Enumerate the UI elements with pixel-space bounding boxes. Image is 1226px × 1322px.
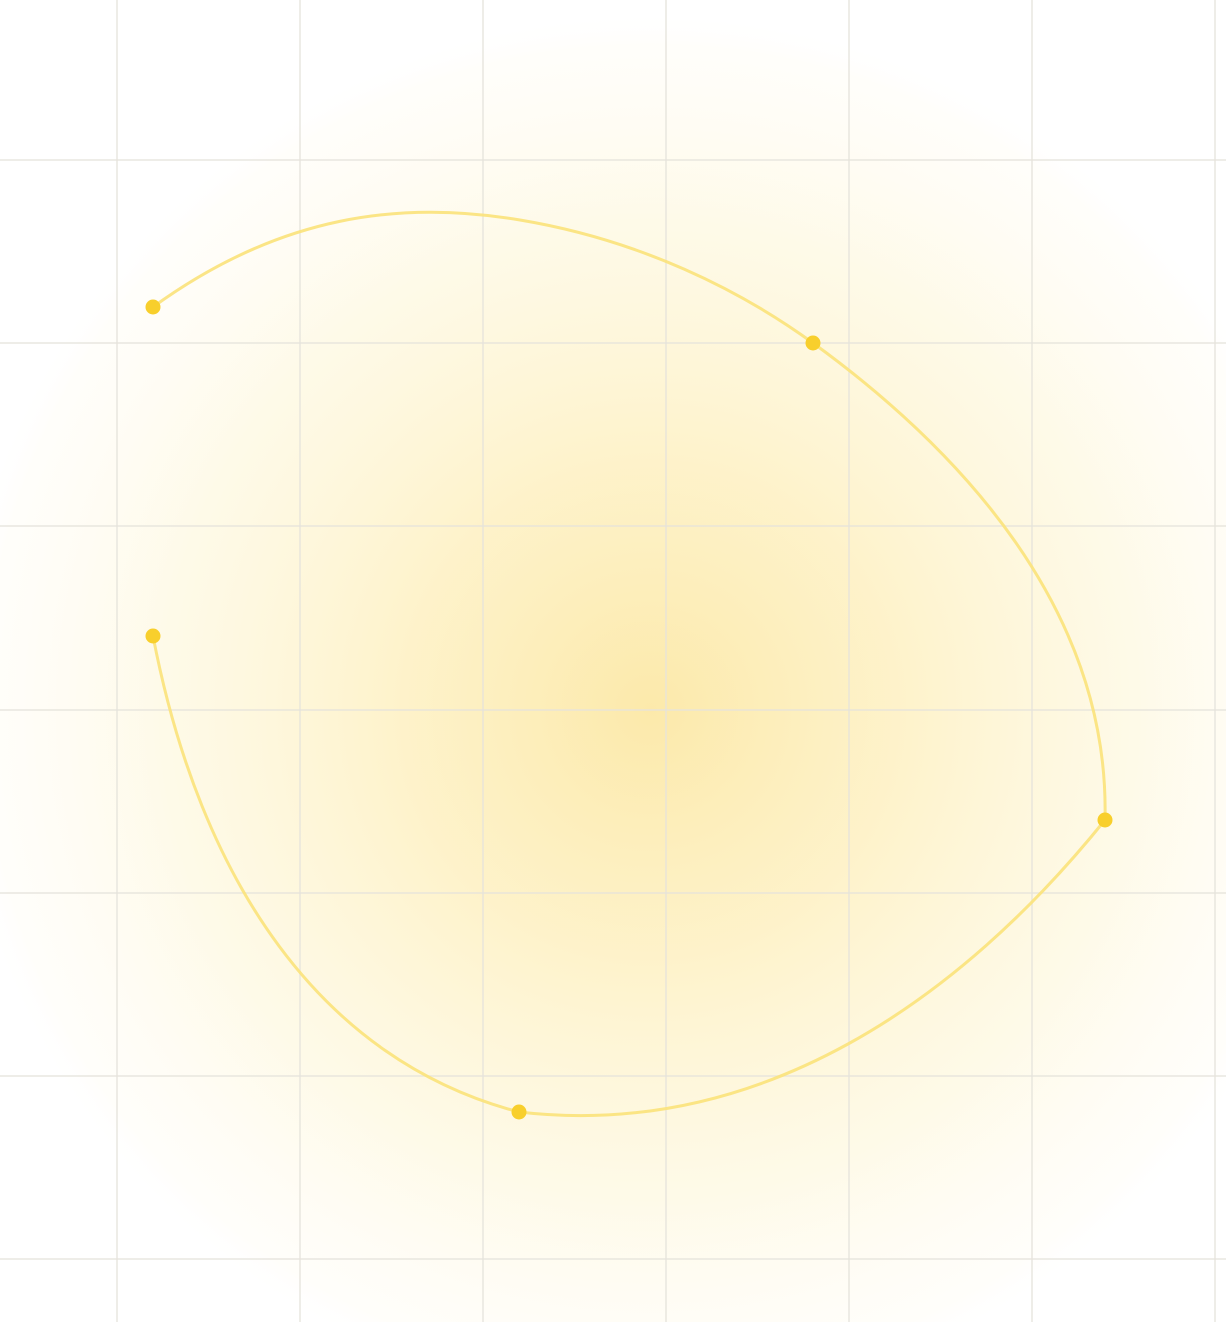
curve-path-lower bbox=[151, 634, 1107, 1118]
anchor-point-left[interactable] bbox=[145, 628, 161, 644]
anchor-point-bottom[interactable] bbox=[511, 1104, 527, 1120]
curve-path-upper bbox=[151, 210, 1107, 822]
anchor-point-top-left[interactable] bbox=[145, 299, 161, 315]
anchor-point-right[interactable] bbox=[1097, 812, 1113, 828]
anchor-point-top-right[interactable] bbox=[805, 335, 821, 351]
